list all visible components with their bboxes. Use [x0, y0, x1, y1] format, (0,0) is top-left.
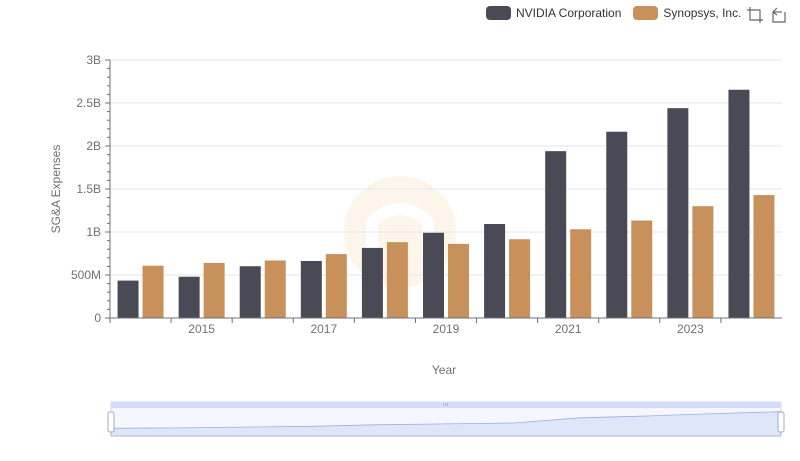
zoom-slider-left-handle[interactable]: [107, 411, 115, 433]
bar-nvidia-2022[interactable]: [606, 131, 628, 318]
y-axis-title: SG&A Expenses: [49, 145, 63, 234]
legend-label: NVIDIA Corporation: [516, 6, 622, 20]
restore-icon[interactable]: [770, 6, 788, 24]
x-axis-tick-labels: 2015 2017 2019 2021 2023: [188, 322, 704, 336]
x-tick-label: 2015: [188, 322, 215, 336]
bar-nvidia-2023[interactable]: [667, 108, 689, 318]
y-axis-tick-labels: 0 500M 1B 1.5B 2B 2.5B 3B: [71, 53, 101, 325]
bar-synopsys-2024[interactable]: [753, 195, 775, 318]
bar-nvidia-2015[interactable]: [178, 276, 200, 318]
bar-synopsys-2018[interactable]: [386, 242, 408, 318]
y-tick-label: 3B: [86, 53, 101, 67]
zoom-slider-grip-icon: [443, 403, 448, 406]
bar-synopsys-2014[interactable]: [142, 265, 164, 318]
x-tick-label: 2019: [433, 322, 460, 336]
bar-synopsys-2015[interactable]: [203, 262, 225, 318]
legend: NVIDIA Corporation Synopsys, Inc.: [486, 4, 753, 22]
y-tick-label: 500M: [71, 268, 101, 282]
bars: [117, 89, 775, 318]
x-tick-label: 2023: [677, 322, 704, 336]
zoom-slider[interactable]: [107, 401, 785, 437]
y-tick-label: 1.5B: [76, 182, 101, 196]
x-tick-label: 2017: [310, 322, 337, 336]
y-tick-label: 0: [94, 311, 101, 325]
x-tick-label: 2021: [555, 322, 582, 336]
y-tick-label: 2B: [86, 139, 101, 153]
axes: [109, 60, 782, 323]
bar-nvidia-2017[interactable]: [300, 260, 322, 318]
zoom-select-icon[interactable]: [746, 6, 764, 24]
bar-nvidia-2018[interactable]: [361, 247, 383, 318]
bar-nvidia-2016[interactable]: [239, 266, 261, 318]
legend-swatch: [633, 6, 659, 20]
bar-synopsys-2020[interactable]: [509, 239, 531, 318]
bar-nvidia-2020[interactable]: [484, 224, 506, 318]
bar-synopsys-2017[interactable]: [325, 254, 347, 318]
bar-synopsys-2016[interactable]: [264, 260, 286, 318]
legend-item-1[interactable]: NVIDIA Corporation: [486, 6, 621, 20]
bar-nvidia-2021[interactable]: [545, 151, 567, 318]
bar-synopsys-2019[interactable]: [448, 243, 469, 318]
bar-nvidia-2024[interactable]: [728, 89, 750, 318]
legend-item-2[interactable]: Synopsys, Inc.: [633, 6, 741, 20]
bar-nvidia-2014[interactable]: [117, 280, 139, 318]
y-tick-label: 2.5B: [76, 96, 101, 110]
bar-synopsys-2023[interactable]: [692, 206, 714, 318]
zoom-slider-right-handle[interactable]: [777, 411, 785, 433]
bar-nvidia-2019[interactable]: [423, 232, 444, 318]
legend-label: Synopsys, Inc.: [663, 6, 742, 20]
bar-synopsys-2022[interactable]: [631, 220, 653, 318]
toolbar: [746, 6, 788, 24]
x-axis-title: Year: [432, 363, 456, 377]
y-tick-label: 1B: [86, 225, 101, 239]
legend-swatch: [486, 6, 511, 20]
bar-synopsys-2021[interactable]: [570, 229, 592, 318]
